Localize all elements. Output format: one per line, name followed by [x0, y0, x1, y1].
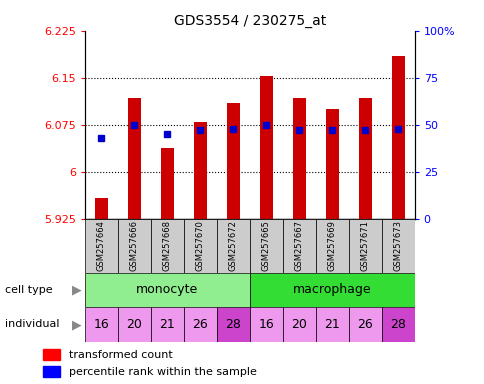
- Bar: [85, 307, 118, 342]
- Text: 28: 28: [225, 318, 241, 331]
- Bar: [226, 103, 240, 219]
- Title: GDS3554 / 230275_at: GDS3554 / 230275_at: [173, 14, 325, 28]
- Bar: [183, 219, 216, 273]
- Text: percentile rank within the sample: percentile rank within the sample: [69, 367, 256, 377]
- Text: ▶: ▶: [72, 283, 81, 296]
- Text: GSM257669: GSM257669: [327, 220, 336, 271]
- Text: 26: 26: [357, 318, 372, 331]
- Bar: [249, 273, 414, 307]
- Bar: [249, 307, 282, 342]
- Text: monocyte: monocyte: [136, 283, 198, 296]
- Text: GSM257665: GSM257665: [261, 220, 270, 271]
- Bar: [315, 307, 348, 342]
- Bar: [358, 98, 371, 219]
- Text: GSM257673: GSM257673: [393, 220, 402, 271]
- Text: individual: individual: [5, 319, 59, 329]
- Bar: [325, 109, 338, 219]
- Bar: [216, 219, 249, 273]
- Bar: [43, 349, 60, 360]
- Bar: [381, 307, 414, 342]
- Bar: [391, 56, 404, 219]
- Bar: [118, 307, 151, 342]
- Text: GSM257668: GSM257668: [163, 220, 171, 271]
- Text: GSM257671: GSM257671: [360, 220, 369, 271]
- Bar: [43, 366, 60, 377]
- Text: cell type: cell type: [5, 285, 52, 295]
- Text: 20: 20: [291, 318, 306, 331]
- Text: ▶: ▶: [72, 318, 81, 331]
- Text: 21: 21: [324, 318, 339, 331]
- Bar: [193, 122, 207, 219]
- Text: 20: 20: [126, 318, 142, 331]
- Bar: [127, 98, 141, 219]
- Bar: [85, 219, 118, 273]
- Bar: [381, 219, 414, 273]
- Bar: [216, 307, 249, 342]
- Text: GSM257664: GSM257664: [97, 220, 106, 271]
- Text: GSM257670: GSM257670: [196, 220, 204, 271]
- Bar: [85, 273, 249, 307]
- Bar: [118, 219, 151, 273]
- Bar: [151, 219, 183, 273]
- Bar: [282, 307, 315, 342]
- Bar: [183, 307, 216, 342]
- Bar: [94, 198, 108, 219]
- Text: GSM257672: GSM257672: [228, 220, 237, 271]
- Text: 26: 26: [192, 318, 208, 331]
- Bar: [151, 307, 183, 342]
- Text: macrophage: macrophage: [292, 283, 371, 296]
- Text: 16: 16: [93, 318, 109, 331]
- Bar: [348, 219, 381, 273]
- Bar: [348, 307, 381, 342]
- Text: GSM257666: GSM257666: [130, 220, 138, 271]
- Bar: [292, 98, 305, 219]
- Text: transformed count: transformed count: [69, 349, 172, 359]
- Bar: [315, 219, 348, 273]
- Bar: [249, 219, 282, 273]
- Text: 21: 21: [159, 318, 175, 331]
- Bar: [282, 219, 315, 273]
- Text: 28: 28: [390, 318, 405, 331]
- Bar: [259, 76, 272, 219]
- Text: 16: 16: [258, 318, 273, 331]
- Bar: [160, 148, 174, 219]
- Text: GSM257667: GSM257667: [294, 220, 303, 271]
